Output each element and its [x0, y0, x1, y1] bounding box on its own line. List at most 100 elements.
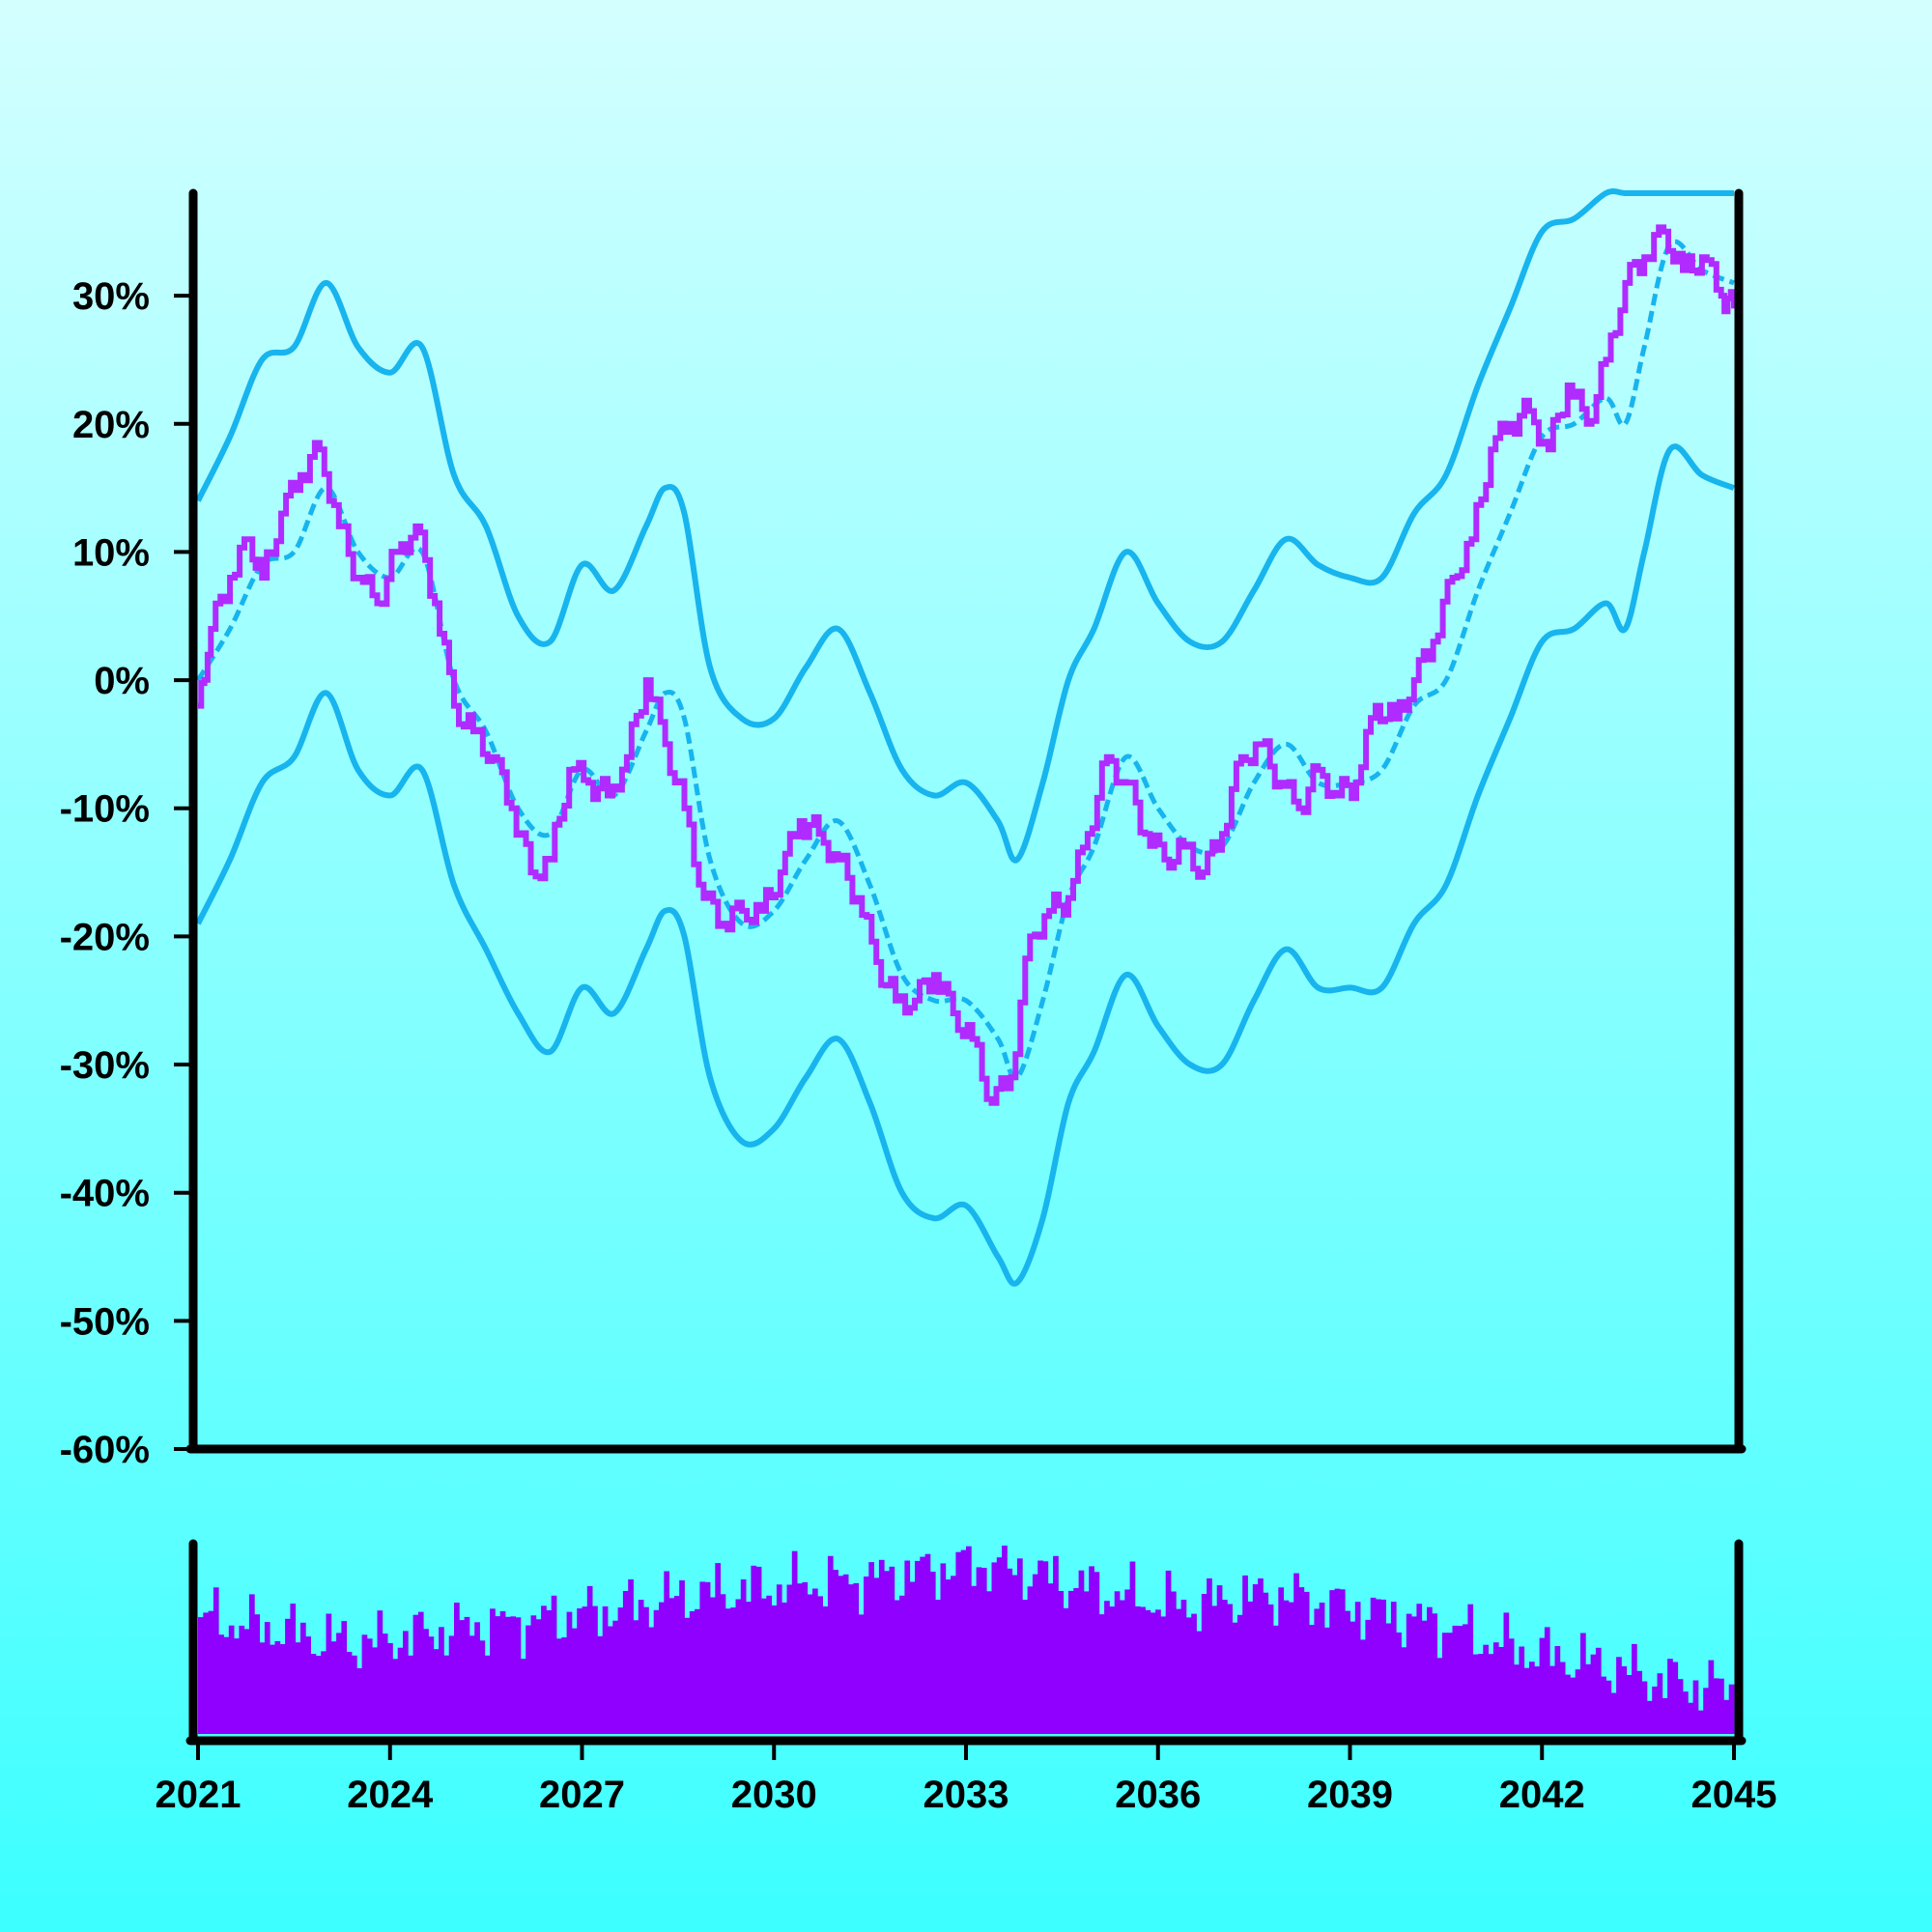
volume-bar — [673, 1596, 680, 1734]
x-tick-label: 2024 — [347, 1774, 434, 1816]
y-tick-label: 30% — [72, 275, 150, 318]
volume-bar — [1176, 1608, 1181, 1734]
volume-bar — [1672, 1662, 1679, 1734]
volume-bar — [1354, 1602, 1361, 1734]
volume-bar — [838, 1576, 844, 1734]
volume-bar — [853, 1582, 860, 1734]
volume-bar — [1539, 1637, 1546, 1734]
volume-bar — [474, 1622, 480, 1734]
volume-bar — [505, 1616, 511, 1734]
volume-bar — [1022, 1600, 1028, 1734]
volume-bar — [1114, 1591, 1121, 1734]
price-layer — [198, 224, 1737, 1106]
volume-bar — [1385, 1623, 1392, 1734]
volume-bar — [1129, 1561, 1136, 1734]
volume-bar — [366, 1638, 373, 1734]
volume-bar — [951, 1576, 956, 1734]
y-tick-label: -10% — [60, 788, 150, 831]
volume-bar — [612, 1620, 618, 1734]
y-tick-label: 10% — [72, 531, 150, 574]
volume-bar — [541, 1605, 547, 1734]
volume-bar — [1232, 1622, 1238, 1734]
volume-bar — [1011, 1575, 1018, 1734]
volume-bar — [1120, 1600, 1125, 1734]
volume-bar — [864, 1577, 869, 1734]
volume-bar — [392, 1659, 399, 1734]
volume-bar — [249, 1594, 255, 1734]
lower-band-line — [195, 443, 1736, 1287]
volume-bar — [1432, 1613, 1437, 1734]
volume-bar — [1570, 1677, 1577, 1734]
volume-bar — [1104, 1601, 1110, 1734]
volume-bar — [346, 1652, 353, 1734]
x-tick-label: 2036 — [1115, 1774, 1201, 1816]
volume-bar — [1472, 1654, 1479, 1734]
volume-bar — [1089, 1566, 1094, 1734]
volume-bar — [566, 1611, 573, 1734]
x-tick-label: 2039 — [1307, 1774, 1393, 1816]
volume-bar — [1216, 1585, 1223, 1734]
volume-bar — [1508, 1638, 1515, 1734]
volume-bar — [1017, 1558, 1023, 1734]
volume-bar — [1145, 1609, 1151, 1734]
volume-bar — [966, 1546, 972, 1734]
y-tick-label: 20% — [72, 404, 150, 446]
volume-bar — [270, 1644, 275, 1734]
volume-bar — [797, 1583, 803, 1734]
volume-bar — [1109, 1606, 1116, 1734]
volume-bar — [1652, 1686, 1658, 1734]
volume-bar — [1380, 1599, 1386, 1734]
volume-bar — [274, 1641, 281, 1734]
volume-bar — [848, 1584, 854, 1734]
volume-bar — [1667, 1659, 1673, 1734]
volume-bar — [423, 1629, 429, 1734]
volume-bar — [1390, 1602, 1397, 1734]
volume-bar — [935, 1600, 941, 1734]
volume-bar — [889, 1566, 895, 1734]
volume-bar — [679, 1580, 685, 1734]
volume-bar — [1227, 1604, 1233, 1734]
volume-bar — [208, 1610, 214, 1734]
volume-bar — [976, 1567, 982, 1734]
volume-plot: 2021 2024 2027 2030 2033 2036 2039 2042 2045 — [156, 1539, 1776, 1816]
price-line — [198, 224, 1737, 1106]
volume-bar — [884, 1571, 890, 1734]
volume-bar — [1329, 1590, 1335, 1734]
volume-bar — [1483, 1644, 1489, 1734]
volume-bar — [1309, 1625, 1315, 1734]
volume-bar — [1370, 1597, 1377, 1734]
volume-bar — [955, 1551, 962, 1734]
moving-average-line — [195, 239, 1735, 1081]
volume-bar — [443, 1655, 450, 1734]
volume-bar — [1150, 1612, 1156, 1734]
volume-bar — [755, 1566, 762, 1734]
volume-bar — [1713, 1678, 1719, 1734]
volume-bar — [1662, 1697, 1668, 1734]
volume-bar — [1590, 1654, 1597, 1734]
volume-bar — [561, 1637, 567, 1734]
y-tick-label: -50% — [60, 1300, 150, 1343]
volume-bar — [684, 1617, 691, 1734]
volume-bar — [868, 1562, 874, 1734]
volume-bar — [791, 1550, 798, 1734]
volume-bar — [1324, 1627, 1330, 1734]
volume-bar — [1160, 1616, 1167, 1734]
volume-bar — [1293, 1573, 1299, 1734]
volume-bar — [1211, 1605, 1218, 1734]
volume-bar — [659, 1602, 665, 1734]
volume-bar — [653, 1609, 660, 1734]
volume-bar — [1180, 1600, 1187, 1734]
volume-bar — [439, 1627, 444, 1734]
volume-bar — [1605, 1680, 1612, 1734]
x-tick-label: 2042 — [1499, 1774, 1585, 1816]
volume-bar — [1632, 1643, 1637, 1734]
volume-bar — [1692, 1680, 1699, 1734]
volume-bar — [597, 1635, 604, 1734]
y-tick-label: -40% — [60, 1173, 150, 1215]
volume-bar — [858, 1614, 865, 1734]
volume-bar — [408, 1655, 413, 1734]
volume-bar — [321, 1651, 327, 1734]
volume-bar — [833, 1570, 838, 1734]
volume-bar — [326, 1613, 332, 1734]
volume-bar — [352, 1655, 357, 1734]
